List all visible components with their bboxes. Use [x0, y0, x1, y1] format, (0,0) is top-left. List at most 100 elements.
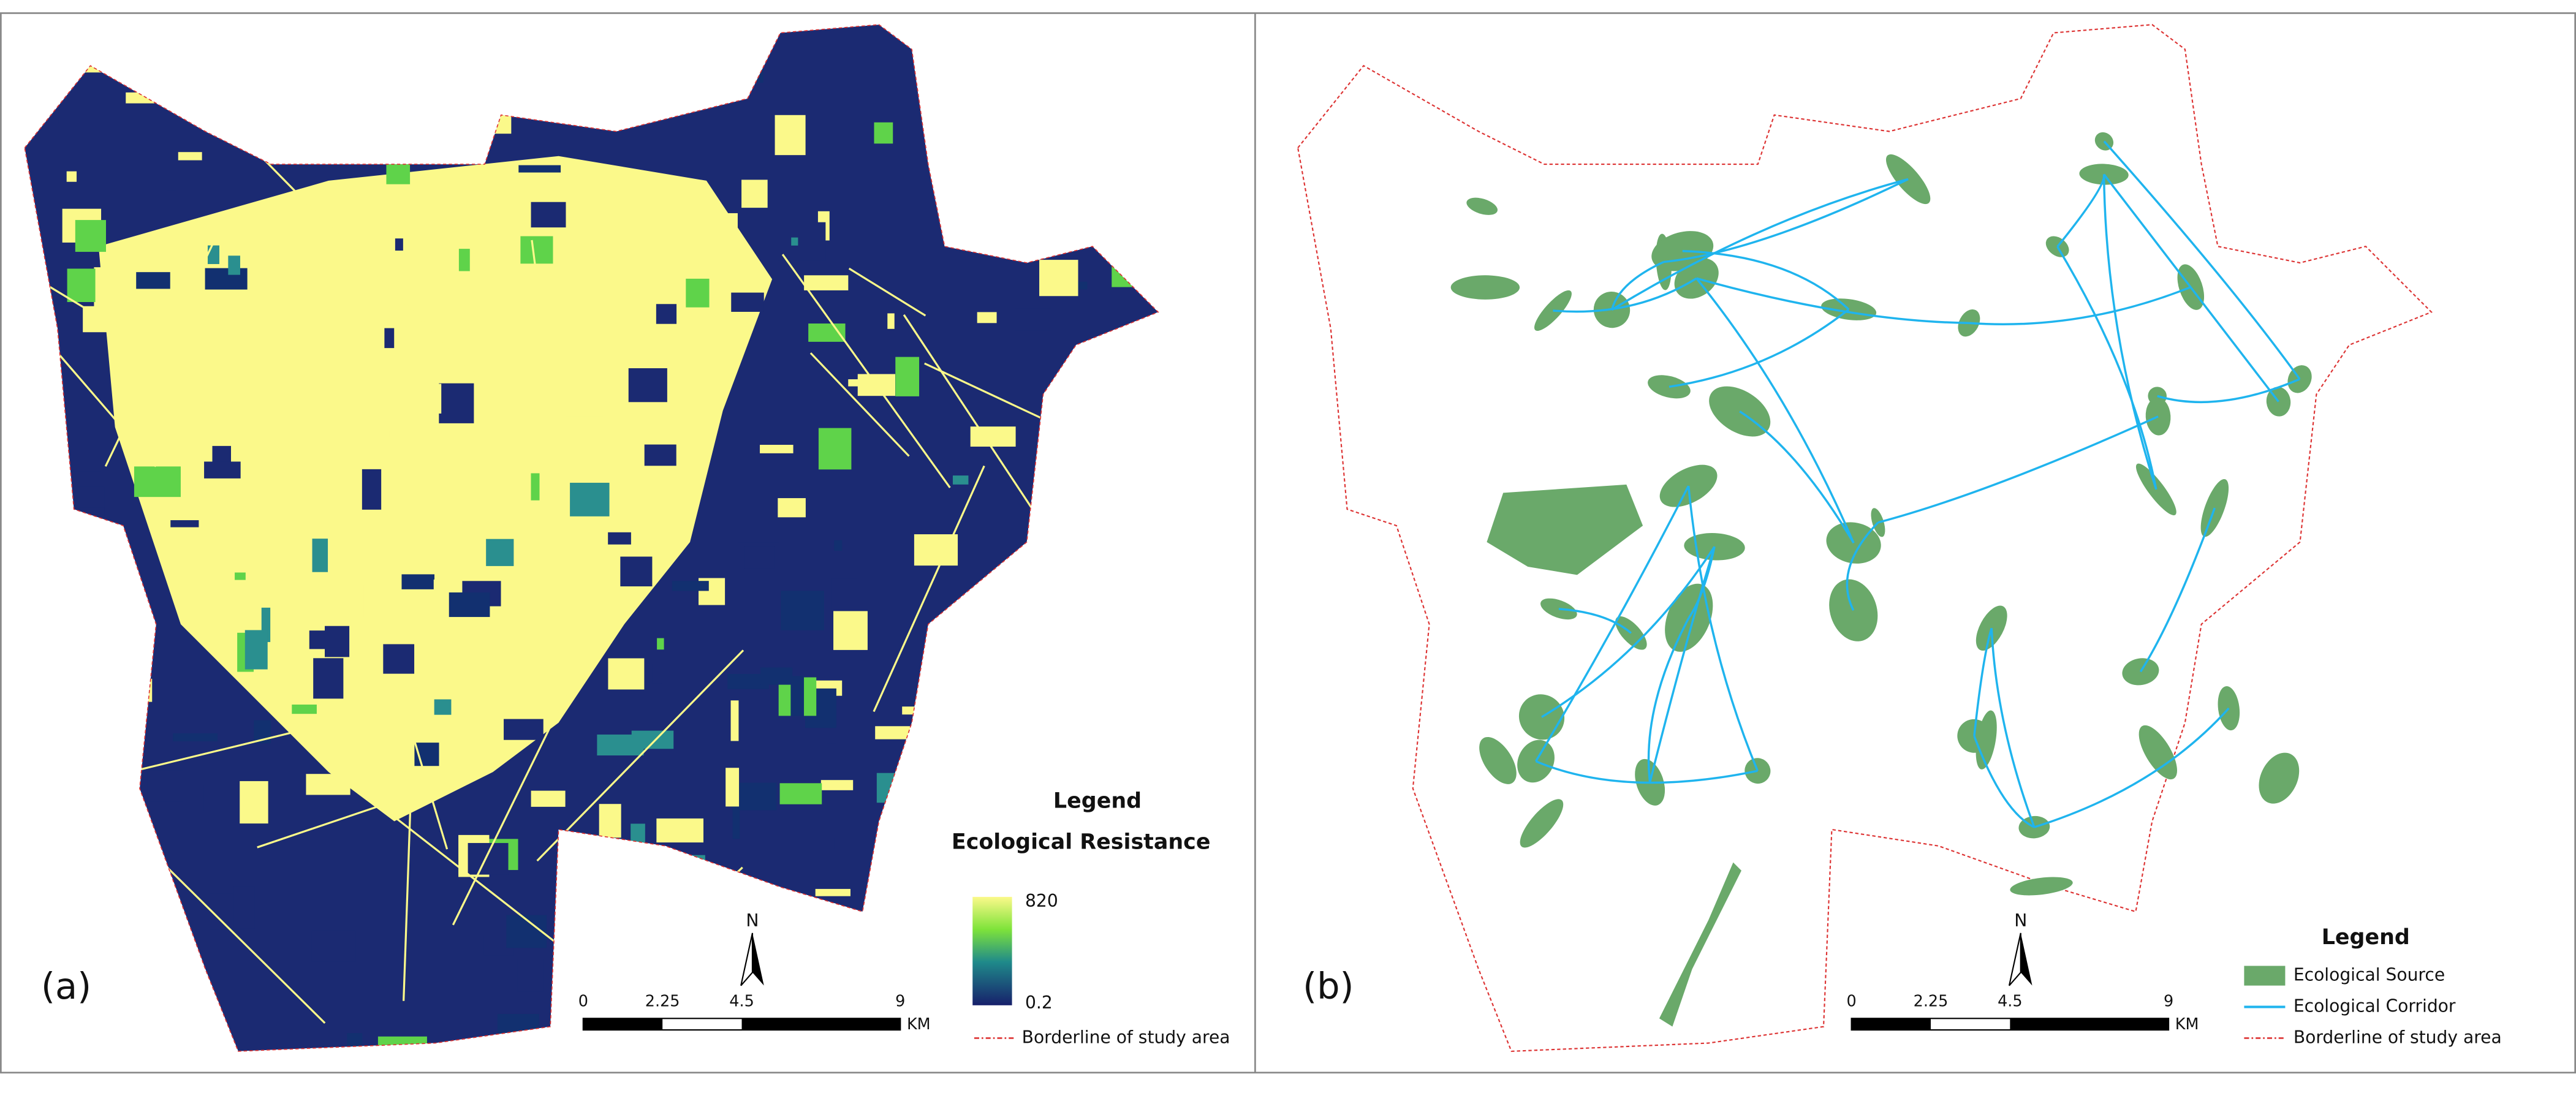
ecological-corridor — [1973, 735, 2035, 828]
land-patch — [925, 926, 937, 963]
ecological-corridor — [2103, 173, 2279, 403]
road — [25, 672, 83, 832]
land-patch — [732, 802, 740, 839]
ecological-source — [1517, 739, 1555, 783]
road — [403, 797, 412, 1001]
legend-item: Ecological Corridor — [2294, 996, 2456, 1016]
ecological-corridor — [1535, 485, 1690, 762]
land-patch — [531, 202, 566, 228]
land-patch — [620, 556, 653, 587]
land-patch — [497, 1013, 539, 1051]
land-patch — [566, 391, 604, 417]
land-patch — [656, 304, 677, 324]
land-patch — [876, 773, 906, 803]
land-patch — [994, 187, 1043, 210]
land-patch — [1112, 953, 1153, 978]
land-patch — [626, 192, 659, 223]
road — [809, 352, 910, 457]
land-patch — [990, 580, 998, 600]
land-patch — [218, 112, 237, 143]
resistance-map — [25, 25, 1159, 1051]
land-patch — [235, 572, 246, 580]
ecological-corridor — [2157, 378, 2300, 404]
ecological-corridor — [1682, 250, 1850, 311]
land-patch — [945, 635, 984, 647]
ecological-corridor — [1553, 277, 1697, 313]
north-label: N — [746, 910, 759, 931]
land-patch — [818, 428, 852, 470]
land-patch — [875, 726, 919, 739]
land-patch — [63, 594, 109, 602]
road — [1134, 146, 1159, 178]
land-patch — [257, 89, 281, 99]
road — [257, 803, 387, 849]
land-patch — [531, 790, 566, 807]
legend-item: Borderline of study area — [2294, 1027, 2502, 1047]
road — [25, 519, 59, 641]
land-patch — [59, 536, 81, 557]
land-patch — [240, 781, 268, 824]
land-patch — [970, 426, 1016, 447]
scale-label: 9 — [2164, 992, 2173, 1010]
land-patch — [604, 861, 618, 901]
land-patch — [987, 70, 1029, 109]
land-patch — [644, 444, 676, 466]
land-patch — [841, 939, 876, 970]
land-patch — [902, 706, 950, 715]
land-patch — [67, 268, 96, 303]
land-patch — [69, 471, 102, 478]
land-patch — [851, 926, 861, 944]
land-patch — [977, 312, 997, 323]
land-patch — [203, 785, 224, 811]
land-patch — [51, 621, 93, 651]
frame — [0, 12, 2576, 1074]
land-patch — [63, 709, 74, 733]
land-patch — [485, 189, 496, 232]
land-patch — [425, 149, 439, 164]
land-patch — [339, 395, 381, 420]
scale-label: 2.25 — [1914, 992, 1949, 1010]
land-patch — [952, 475, 969, 485]
land-patch — [430, 113, 452, 153]
land-patch — [275, 310, 289, 344]
road — [400, 695, 449, 850]
land-patch — [955, 86, 980, 113]
ecological-source — [2200, 478, 2229, 537]
land-patch — [775, 115, 806, 156]
land-patch — [313, 658, 344, 699]
land-patch — [433, 579, 441, 607]
land-patch — [834, 540, 843, 551]
ecological-corridor — [1558, 608, 1632, 634]
scale-unit: KM — [907, 1015, 931, 1034]
land-patch — [977, 119, 997, 149]
land-patch — [1039, 260, 1078, 297]
land-patch — [58, 116, 69, 124]
land-patch — [977, 586, 1024, 629]
ecological-corridor — [1541, 546, 1716, 718]
ecological-source — [1826, 522, 1881, 564]
legend-title: Legend — [2322, 925, 2410, 950]
land-patch — [434, 699, 452, 715]
scale-label: 9 — [895, 992, 905, 1010]
land-patch — [1090, 93, 1108, 106]
ecological-corridor — [1647, 617, 1690, 783]
land-patch — [1064, 720, 1102, 761]
scale-bar: 0 2.25 4.5 9KM N — [578, 910, 931, 1034]
land-patch — [325, 626, 350, 657]
border-label: Borderline of study area — [1022, 1027, 1230, 1047]
road — [25, 219, 177, 365]
north-arrow — [740, 932, 754, 986]
land-patch — [439, 383, 474, 423]
land-patch — [804, 275, 849, 290]
land-patch — [386, 159, 411, 184]
road — [536, 649, 744, 862]
land-patch — [569, 263, 579, 272]
land-patch — [1069, 934, 1115, 972]
land-patch — [895, 357, 920, 396]
land-patch — [848, 379, 892, 387]
land-patch — [491, 113, 512, 134]
north-arrow — [2020, 932, 2032, 986]
land-patch — [1093, 752, 1132, 789]
road — [30, 1016, 176, 1051]
land-patch — [1012, 747, 1050, 758]
